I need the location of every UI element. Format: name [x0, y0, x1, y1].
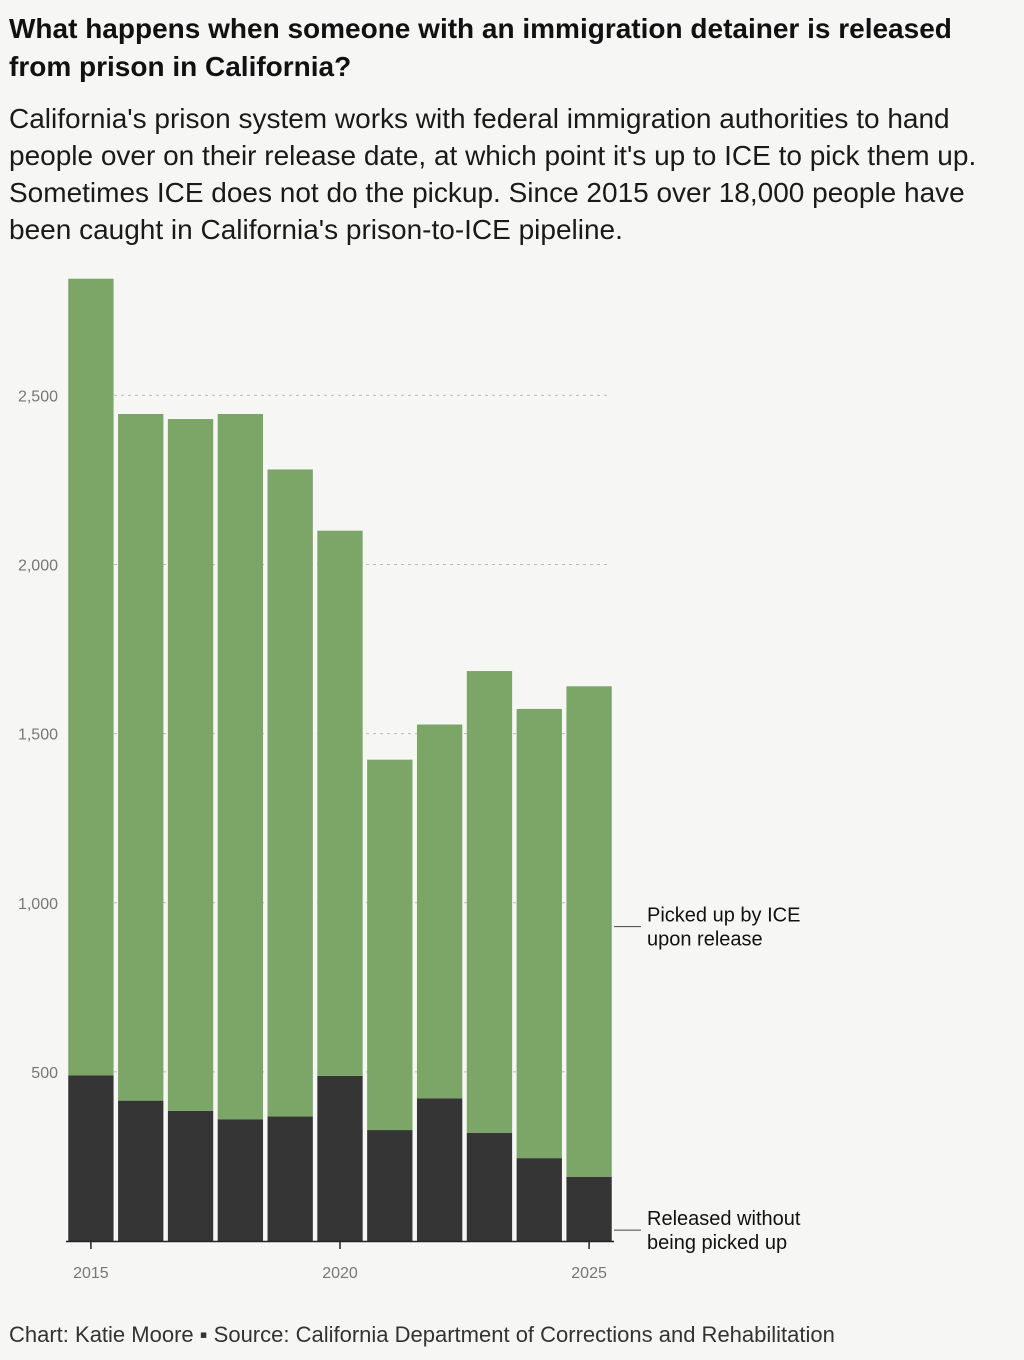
- y-tick-label: 2,000: [18, 558, 58, 575]
- bar-2020-released: [317, 1075, 363, 1241]
- bar-2018-released: [217, 1119, 264, 1241]
- bar-2024-released: [516, 1158, 562, 1241]
- y-tick-label: 500: [31, 1065, 58, 1082]
- series-label: upon release: [647, 929, 763, 951]
- bar-2023-picked-up: [466, 671, 513, 1133]
- bar-2025-picked-up: [566, 686, 612, 1177]
- x-tick-label: 2020: [322, 1265, 358, 1282]
- bar-2019-picked-up: [267, 469, 313, 1117]
- bar-2018-picked-up: [217, 413, 264, 1120]
- series-label: being picked up: [647, 1232, 787, 1254]
- y-axis: 500 1,000 1,500 2,000 2,500: [18, 388, 58, 1081]
- x-tick-label: 2025: [571, 1265, 607, 1282]
- x-tick-label: 2015: [73, 1265, 109, 1282]
- chart-title: What happens when someone with an immigr…: [9, 13, 952, 82]
- bars: [68, 278, 612, 1241]
- bar-2016-picked-up: [118, 413, 164, 1101]
- bar-2025-released: [566, 1176, 612, 1241]
- y-tick-label: 2,500: [18, 388, 58, 405]
- series-label: Picked up by ICE: [647, 905, 800, 927]
- bar-2023-released: [466, 1132, 513, 1241]
- bar-2024-picked-up: [516, 708, 562, 1159]
- bar-2017-picked-up: [167, 419, 214, 1111]
- bar-2021-picked-up: [367, 759, 413, 1131]
- chart-subtitle: California's prison system works with fe…: [9, 103, 977, 245]
- chart-credit: Chart: Katie Moore ▪ Source: California …: [9, 1322, 835, 1347]
- bar-2021-released: [367, 1130, 413, 1241]
- bar-2017-released: [167, 1110, 214, 1241]
- bar-2015-released: [68, 1075, 114, 1241]
- bar-2015-picked-up: [68, 278, 114, 1076]
- bar-2022-released: [416, 1098, 463, 1241]
- bar-2019-released: [267, 1116, 313, 1241]
- x-axis: 2015 2020 2025: [66, 1240, 614, 1282]
- y-tick-label: 1,500: [18, 727, 58, 744]
- bar-2022-picked-up: [416, 724, 463, 1099]
- bar-2020-picked-up: [317, 530, 363, 1076]
- bar-2016-released: [118, 1100, 164, 1241]
- series-label: Released without: [647, 1208, 801, 1230]
- y-tick-label: 1,000: [18, 896, 58, 913]
